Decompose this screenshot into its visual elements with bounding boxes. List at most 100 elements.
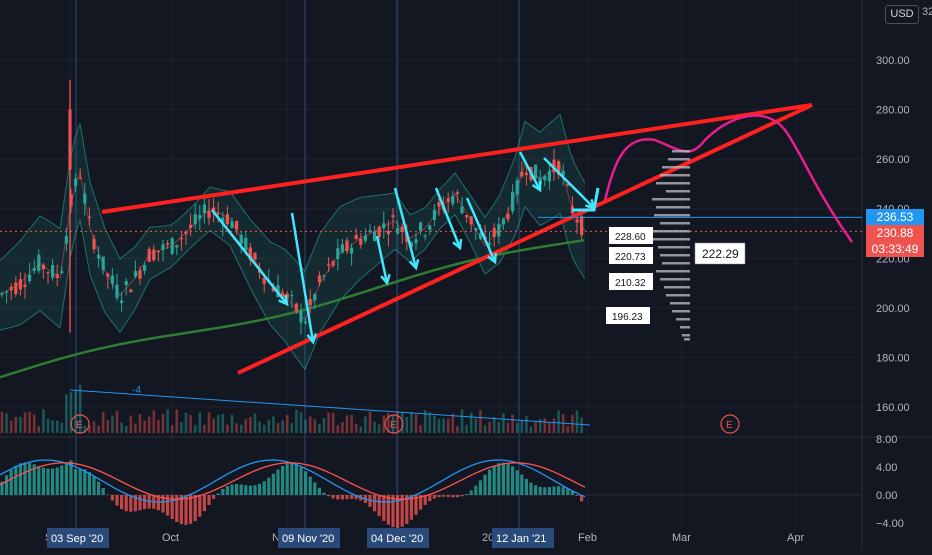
volume-bar <box>32 414 36 433</box>
volume-bar <box>382 415 386 433</box>
macd-histogram-bar <box>474 485 478 495</box>
candle-up <box>74 178 78 187</box>
volume-bar <box>479 409 482 433</box>
candle-down <box>331 261 335 266</box>
macd-histogram-bar <box>101 487 105 495</box>
volume-bar <box>488 421 491 433</box>
down-arrow <box>465 197 497 263</box>
target-label-text: 222.29 <box>702 247 739 261</box>
volume-bar <box>520 420 524 433</box>
candle-up <box>382 223 386 228</box>
candle-down <box>400 226 404 233</box>
macd-histogram-bar <box>225 486 229 495</box>
volume-bar <box>120 422 123 433</box>
candle-down <box>327 263 331 266</box>
candle-up <box>120 300 124 304</box>
candle-down <box>437 202 441 207</box>
candle-up <box>110 275 114 284</box>
volume-bar <box>465 424 468 433</box>
volume-bar <box>212 418 215 433</box>
candle-up <box>409 242 413 248</box>
volume-bar <box>492 417 496 433</box>
volume-bar <box>115 410 119 433</box>
volume-bar <box>396 411 399 433</box>
macd-histogram-bar <box>331 495 335 499</box>
macd-histogram-bar <box>198 495 202 517</box>
volume-bar <box>88 425 91 433</box>
candle-down <box>317 275 321 283</box>
candle-down <box>308 299 312 305</box>
candle-up <box>5 291 9 293</box>
candle-up <box>239 234 243 245</box>
macd-histogram-bar <box>451 495 455 498</box>
candle-down <box>359 238 363 245</box>
macd-histogram-bar <box>547 487 551 495</box>
macd-histogram-bar <box>285 463 289 495</box>
volume-bar <box>111 415 114 433</box>
volume-profile-bar <box>658 246 690 249</box>
candle-up <box>511 191 515 212</box>
volume-bar <box>0 412 4 433</box>
macd-histogram-bar <box>478 480 482 495</box>
macd-histogram-bar <box>409 495 413 520</box>
macd-histogram-bar <box>524 478 528 495</box>
macd-histogram-bar <box>566 488 570 495</box>
candle-up <box>244 237 248 250</box>
volume-bar <box>253 413 257 433</box>
macd-histogram-bar <box>202 495 206 512</box>
price-callout-box <box>609 273 653 290</box>
macd-histogram-bar <box>340 495 344 500</box>
macd-histogram-bar <box>538 486 542 495</box>
volume-bar <box>60 422 64 433</box>
volume-bar <box>19 416 22 433</box>
volume-bar <box>143 420 146 433</box>
candle-down <box>253 252 257 260</box>
osc-tick-label: −4.00 <box>876 518 904 530</box>
volume-bar <box>364 416 367 433</box>
time-tick-label: Apr <box>787 532 804 544</box>
candle-down <box>391 215 395 218</box>
macd-histogram-bar <box>55 467 59 495</box>
volume-bar <box>244 419 248 433</box>
volume-profile-bar <box>656 270 690 273</box>
volume-profile-bar <box>654 214 690 217</box>
volume-bar <box>359 426 363 433</box>
macd-histogram-bar <box>14 465 18 495</box>
projection-curve <box>603 114 854 243</box>
macd-histogram-bar <box>391 495 395 528</box>
volume-bar <box>557 410 560 433</box>
macd-histogram-bar <box>455 495 459 498</box>
macd-histogram-bar <box>506 463 510 495</box>
price-tick-label: 260.00 <box>876 154 910 166</box>
volume-profile-bar <box>666 190 690 193</box>
candle-down <box>580 216 584 236</box>
highlighted-date-label: 12 Jan '21 <box>496 533 546 545</box>
macd-histogram-bar <box>244 485 248 495</box>
macd-histogram-bar <box>253 485 257 495</box>
volume-bar <box>276 422 280 433</box>
candle-down <box>179 238 183 240</box>
candle-up <box>501 218 505 225</box>
candle-up <box>488 242 492 245</box>
candle-down <box>92 238 96 250</box>
candle-down <box>156 250 160 253</box>
reversal-arrow <box>572 187 600 212</box>
price-callout-text: 228.60 <box>615 232 646 243</box>
volume-bar <box>377 424 381 433</box>
candle-down <box>575 219 579 223</box>
volume-bar <box>483 425 487 433</box>
currency-label[interactable]: USD <box>885 5 919 24</box>
volume-bar <box>180 422 183 433</box>
macd-histogram-bar <box>327 495 331 497</box>
volume-profile-bar <box>660 174 690 177</box>
down-arrow <box>518 151 542 191</box>
candle-down <box>225 214 229 225</box>
macd-histogram-bar <box>570 491 574 495</box>
macd-histogram-bar <box>133 495 137 512</box>
volume-bar <box>138 414 142 433</box>
candle-up <box>37 254 41 271</box>
macd-histogram-bar <box>515 470 519 495</box>
highlighted-date-label: 03 Sep '20 <box>51 533 103 545</box>
